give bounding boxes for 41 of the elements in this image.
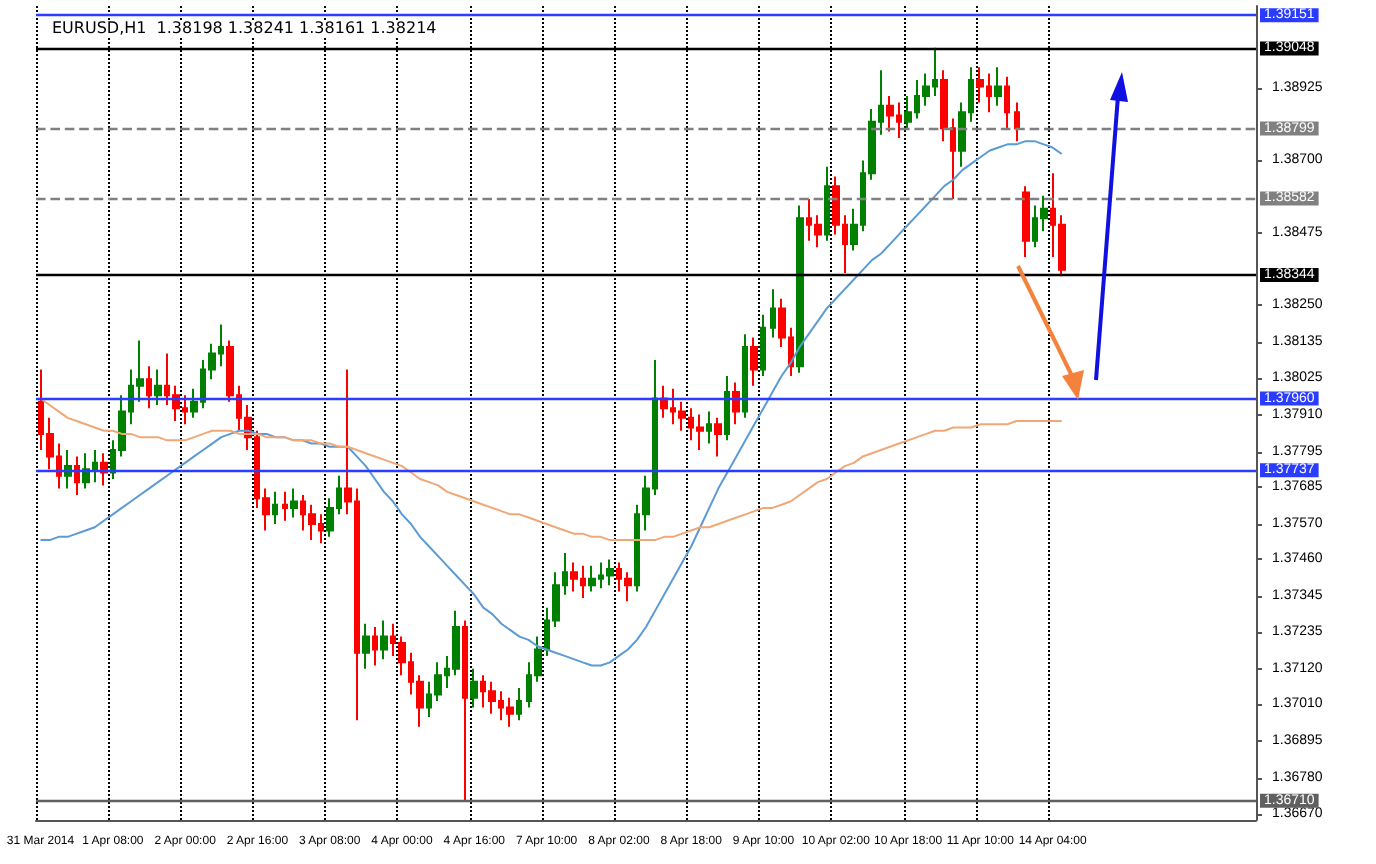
candlestick [796,204,804,374]
candlestick [994,66,1002,107]
candlestick [724,375,730,442]
candlestick [380,619,388,661]
candlestick [82,452,90,490]
candlestick [886,95,894,133]
candlestick [750,336,758,387]
candlestick [742,333,748,419]
candlestick [824,165,830,242]
candlestick [624,571,632,603]
candlestick [372,625,378,667]
candlestick [74,455,80,497]
candlestick [308,503,316,542]
candlestick [146,365,152,410]
candlestick [470,667,478,709]
candlestick [770,288,776,339]
candlestick [1022,185,1030,258]
line-series [39,397,1063,542]
candlestick [1004,75,1010,130]
candlestick [696,413,704,451]
candlestick [732,381,740,426]
candlestick [606,558,614,587]
candlestick [362,622,370,670]
candlestick [290,487,298,519]
candlestick [976,66,984,104]
candlestick [488,680,496,715]
line-series [39,140,1063,667]
candlestick [282,490,288,522]
candlestick [706,410,712,445]
candlestick [64,449,72,490]
candlestick [714,416,722,458]
candlestick [588,564,596,593]
candlestick [1014,101,1020,143]
candlestick [272,490,278,525]
candlestick [506,696,514,728]
candlestick [516,687,522,722]
candlestick [570,561,578,593]
candlestick [154,368,162,406]
candlestick [760,313,766,377]
candlestick [462,619,468,802]
text: EURUSD,H1 1.38198 1.38241 1.38161 1.38214 [52,19,437,37]
